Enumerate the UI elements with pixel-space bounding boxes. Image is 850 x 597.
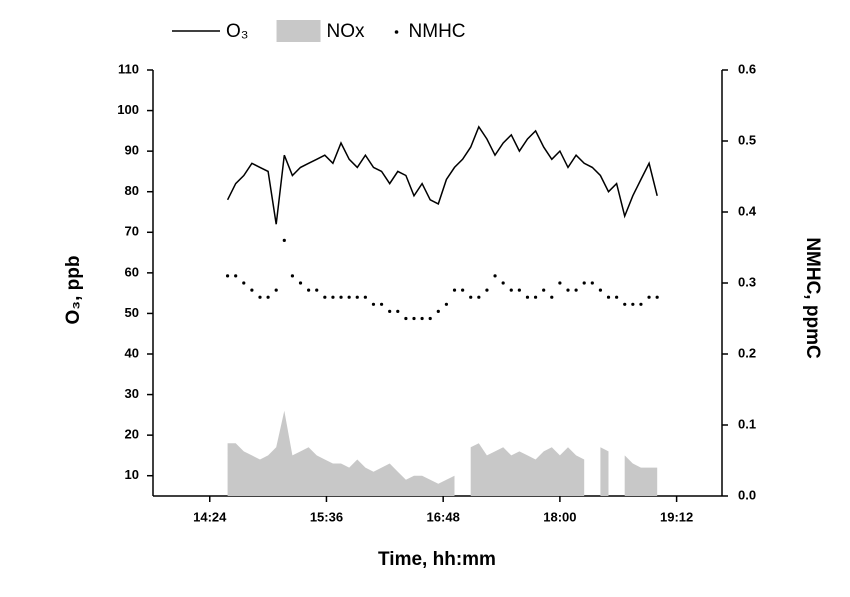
nmhc-point — [606, 295, 611, 299]
nmhc-point — [509, 288, 513, 292]
nmhc-point — [590, 281, 594, 285]
y-tick-label: 60 — [125, 264, 139, 279]
legend-label: O₃ — [226, 21, 249, 42]
nmhc-point — [655, 295, 659, 299]
nmhc-point — [363, 295, 367, 299]
nmhc-point — [371, 302, 376, 306]
y2-tick-label: 0.1 — [738, 416, 756, 431]
y2-tick-label: 0.2 — [738, 345, 756, 360]
x-tick-label: 15:36 — [310, 509, 343, 524]
nmhc-point — [379, 302, 384, 306]
nmhc-point — [485, 288, 489, 292]
nmhc-point — [388, 309, 392, 313]
nmhc-point — [290, 274, 295, 278]
nmhc-point — [420, 316, 424, 321]
nmhc-point — [477, 295, 481, 299]
nmhc-point — [582, 281, 586, 285]
legend-swatch — [276, 20, 321, 42]
nmhc-point — [452, 288, 457, 292]
nmhc-point — [461, 288, 465, 292]
legend-dot — [394, 30, 399, 34]
y-tick-label: 30 — [125, 386, 139, 401]
nmhc-point — [258, 295, 262, 299]
y-tick-label: 100 — [117, 102, 139, 117]
legend-label: NMHC — [409, 21, 466, 42]
nmhc-point — [298, 281, 303, 285]
y-tick-label: 20 — [125, 427, 139, 442]
x-axis-title: Time, hh:mm — [378, 549, 496, 570]
nmhc-point — [266, 295, 270, 299]
nox-area — [470, 443, 585, 496]
nmhc-point — [234, 274, 238, 278]
y-tick-label: 80 — [125, 183, 139, 198]
x-tick-label: 14:24 — [193, 509, 227, 524]
nmhc-point — [250, 288, 254, 292]
nmhc-point — [274, 288, 278, 292]
nox-area — [227, 410, 455, 496]
nmhc-point — [566, 288, 570, 292]
nmhc-point — [315, 288, 319, 292]
y-tick-label: 90 — [125, 143, 139, 158]
nmhc-point — [331, 295, 335, 299]
nmhc-point — [412, 316, 416, 321]
legend-label: NOx — [327, 21, 366, 42]
nmhc-point — [550, 295, 554, 299]
nmhc-point — [525, 295, 530, 299]
x-tick-label: 19:12 — [660, 509, 693, 524]
nmhc-point — [355, 295, 359, 299]
y-tick-label: 10 — [125, 467, 139, 482]
nmhc-point — [428, 316, 432, 321]
nmhc-point — [436, 309, 440, 313]
legend: O₃ NOx NMHC — [172, 20, 466, 42]
x-tick-label: 16:48 — [427, 509, 460, 524]
nmhc-point — [307, 288, 311, 292]
y-tick-label: 50 — [125, 305, 139, 320]
y-tick-label: 40 — [125, 345, 139, 360]
nmhc-point — [242, 281, 246, 285]
nmhc-point — [558, 281, 562, 285]
nmhc-point — [631, 302, 635, 306]
nmhc-point — [469, 295, 473, 299]
nmhc-point — [339, 295, 343, 299]
nmhc-point — [574, 288, 578, 292]
y2-tick-label: 0.3 — [738, 274, 756, 289]
y2-tick-label: 0.0 — [738, 487, 756, 502]
nmhc-point — [615, 295, 619, 299]
nmhc-point — [493, 274, 497, 278]
nmhc-point — [639, 302, 643, 306]
nmhc-point — [444, 302, 449, 306]
nmhc-point — [598, 288, 603, 292]
nmhc-point — [623, 302, 627, 306]
nmhc-point — [225, 274, 230, 278]
nmhc-point — [396, 309, 400, 313]
nmhc-point — [647, 295, 651, 299]
y2-tick-label: 0.6 — [738, 61, 756, 76]
nmhc-point — [501, 281, 505, 285]
nmhc-point — [282, 238, 286, 242]
y-axis-title: O₃, ppb — [63, 256, 84, 325]
o3-line — [226, 125, 658, 225]
y2-axis-title: NMHC, ppmC — [802, 237, 823, 359]
y-tick-label: 70 — [125, 224, 139, 239]
nmhc-point — [347, 295, 351, 299]
y-tick-label: 110 — [118, 61, 139, 76]
x-tick-label: 18:00 — [543, 509, 576, 524]
nmhc-point — [533, 295, 538, 299]
nox-area — [600, 447, 609, 496]
nmhc-point — [517, 288, 521, 292]
nox-area — [624, 455, 658, 496]
y2-tick-label: 0.4 — [738, 203, 757, 218]
y2-tick-label: 0.5 — [738, 132, 756, 147]
nmhc-point — [404, 316, 408, 321]
nmhc-point — [323, 295, 327, 299]
nmhc-point — [542, 288, 546, 292]
